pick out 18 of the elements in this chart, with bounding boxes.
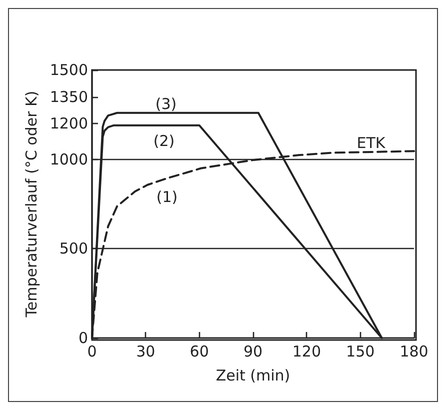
y-tick-label: 0 [78, 329, 88, 347]
y-tick-label: 1000 [50, 150, 88, 168]
series-label: (3) [155, 95, 177, 113]
y-tick-label: 1500 [50, 61, 88, 79]
x-tick-label: 90 [243, 342, 263, 360]
series-label: (2) [153, 132, 175, 150]
x-tick-label: 30 [136, 342, 156, 360]
y-tick-label: 500 [59, 240, 88, 258]
x-axis-title: Zeit (min) [216, 366, 290, 384]
y-tick-label: 1350 [50, 88, 88, 106]
x-tick-label: 120 [292, 342, 321, 360]
x-tick-label: 150 [346, 342, 375, 360]
y-axis-title: Temperaturverlauf (°C oder K) [22, 90, 40, 318]
annotation: ETK [356, 134, 386, 152]
x-tick-label: 180 [400, 342, 428, 360]
series-label: (1) [156, 188, 178, 206]
x-tick-label: 60 [190, 342, 209, 360]
y-tick-label: 1200 [50, 114, 88, 133]
